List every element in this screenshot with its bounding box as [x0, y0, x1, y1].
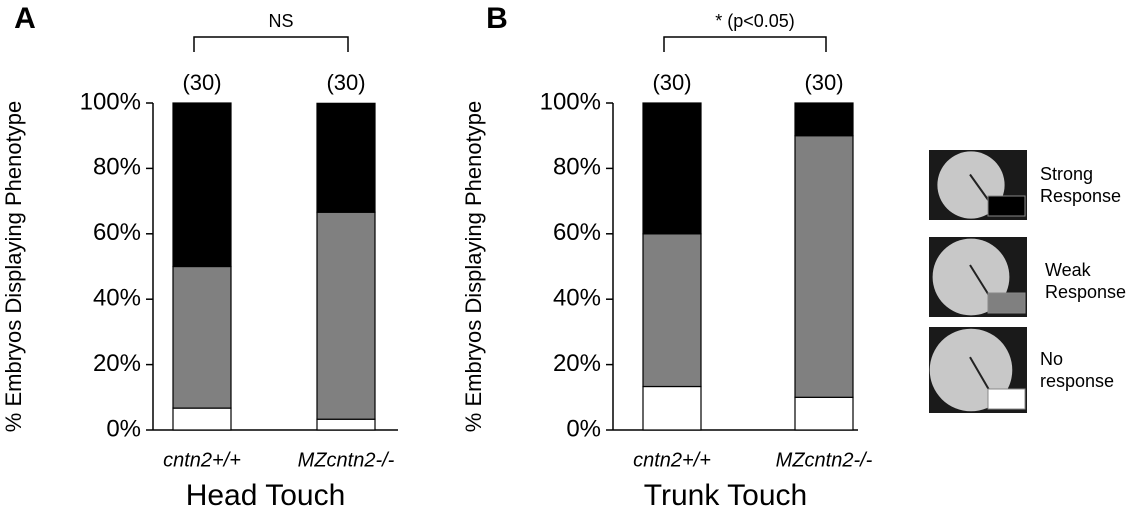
chart-title: Head Touch: [186, 479, 346, 512]
y-tick-label: 100%: [80, 88, 141, 115]
y-tick-label: 60%: [553, 219, 601, 246]
y-tick-label: 80%: [553, 154, 601, 181]
n-label: (30): [326, 70, 365, 95]
n-label: (30): [182, 70, 221, 95]
significance-label: * (p<0.05): [715, 11, 795, 31]
bar-segment: [642, 233, 702, 388]
bar-segment: [316, 102, 376, 213]
panel-label: A: [14, 2, 36, 35]
y-tick-label: 80%: [93, 154, 141, 181]
y-axis-label: % Embryos Displaying Phenotype: [1, 101, 26, 432]
legend-swatch: [987, 195, 1026, 217]
y-tick-label: 60%: [93, 219, 141, 246]
y-tick-label: 40%: [553, 285, 601, 312]
y-tick-label: 0%: [106, 415, 141, 442]
bar-segment: [642, 385, 702, 431]
bar-segment: [316, 211, 376, 420]
x-tick-label: MZcntn2-/-: [298, 449, 395, 471]
legend-label: Weak Response: [1045, 260, 1127, 302]
legend-image-probe: [969, 173, 991, 204]
y-tick-label: 40%: [93, 285, 141, 312]
y-tick-label: 20%: [553, 350, 601, 377]
legend-item: [929, 150, 1027, 220]
legend-image-probe: [969, 264, 991, 298]
y-tick-label: 100%: [540, 88, 601, 115]
legend-image-probe: [969, 356, 991, 393]
y-axis-label: % Embryos Displaying Phenotype: [461, 101, 486, 432]
panel-label: B: [486, 2, 508, 35]
bar-segment: [172, 407, 232, 431]
bar-segment: [172, 265, 232, 409]
significance-label: NS: [268, 11, 293, 31]
legend-label: Strong Response: [1040, 164, 1122, 206]
bar-segment: [794, 135, 854, 398]
legend-item: [929, 237, 1027, 317]
bar-segment: [794, 102, 854, 137]
bar-segment: [172, 102, 232, 268]
bar-segment: [316, 418, 376, 431]
n-label: (30): [652, 70, 691, 95]
significance-bracket: [193, 36, 349, 52]
legend-item: [929, 327, 1027, 413]
x-tick-label: MZcntn2-/-: [776, 449, 873, 471]
x-tick-label: cntn2+/+: [163, 449, 241, 471]
bar-segment: [642, 102, 702, 235]
y-tick-label: 20%: [93, 350, 141, 377]
legend-label: No response: [1040, 349, 1115, 391]
legend-swatch: [987, 388, 1026, 410]
n-label: (30): [804, 70, 843, 95]
bar-segment: [794, 396, 854, 431]
chart-title: Trunk Touch: [644, 479, 807, 512]
x-tick-label: cntn2+/+: [633, 449, 711, 471]
legend-swatch: [987, 292, 1026, 314]
y-tick-label: 0%: [566, 415, 601, 442]
significance-bracket: [663, 36, 827, 52]
